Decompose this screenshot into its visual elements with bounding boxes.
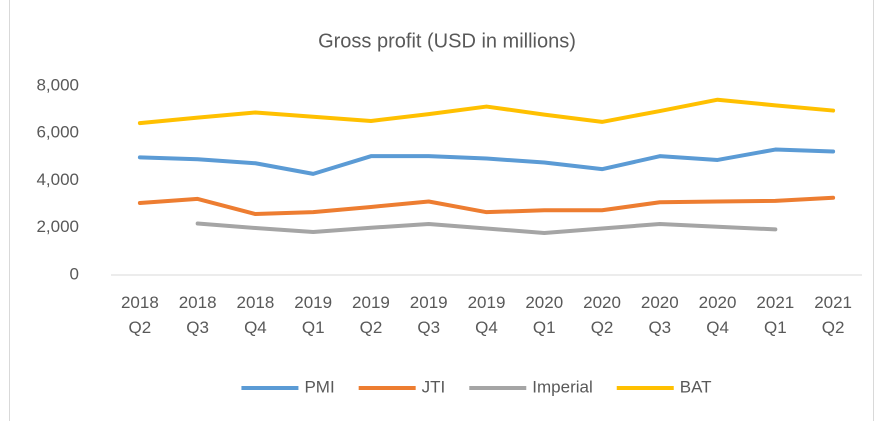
x-tick-label: 2018 Q3 (178, 293, 217, 337)
chart-title: Gross profit (USD in millions) (318, 30, 576, 52)
x-tick-label: 2018 Q2 (120, 293, 159, 337)
x-tick-label: 2020 Q4 (698, 293, 737, 337)
x-tick-label: 2019 Q3 (409, 293, 448, 337)
x-tick-label: 2020 Q1 (525, 293, 564, 337)
y-tick-label: 8,000 (36, 75, 79, 94)
series-line (137, 97, 836, 126)
x-tick-label: 2021 Q1 (756, 293, 795, 337)
x-tick-label: 2021 Q2 (814, 293, 853, 337)
x-tick-label: 2019 Q2 (352, 293, 390, 337)
chart-border (9, 0, 874, 421)
legend-label: Imperial (532, 377, 592, 396)
x-tick-label: 2019 Q1 (294, 293, 333, 337)
x-tick-label: 2020 Q2 (583, 293, 621, 337)
y-tick-label: 6,000 (36, 123, 79, 142)
x-tick-label: 2019 Q4 (467, 293, 506, 337)
series-line (137, 195, 836, 217)
y-tick-label: 0 (70, 264, 79, 283)
legend-label: JTI (422, 377, 446, 396)
series-line (195, 221, 778, 235)
legend-label: PMI (304, 377, 334, 396)
series-line (137, 147, 836, 176)
x-tick-label: 2020 Q3 (640, 293, 679, 337)
y-tick-label: 2,000 (36, 217, 79, 236)
y-tick-label: 4,000 (36, 170, 79, 189)
x-tick-label: 2018 Q4 (236, 293, 275, 337)
legend-label: BAT (680, 377, 712, 396)
